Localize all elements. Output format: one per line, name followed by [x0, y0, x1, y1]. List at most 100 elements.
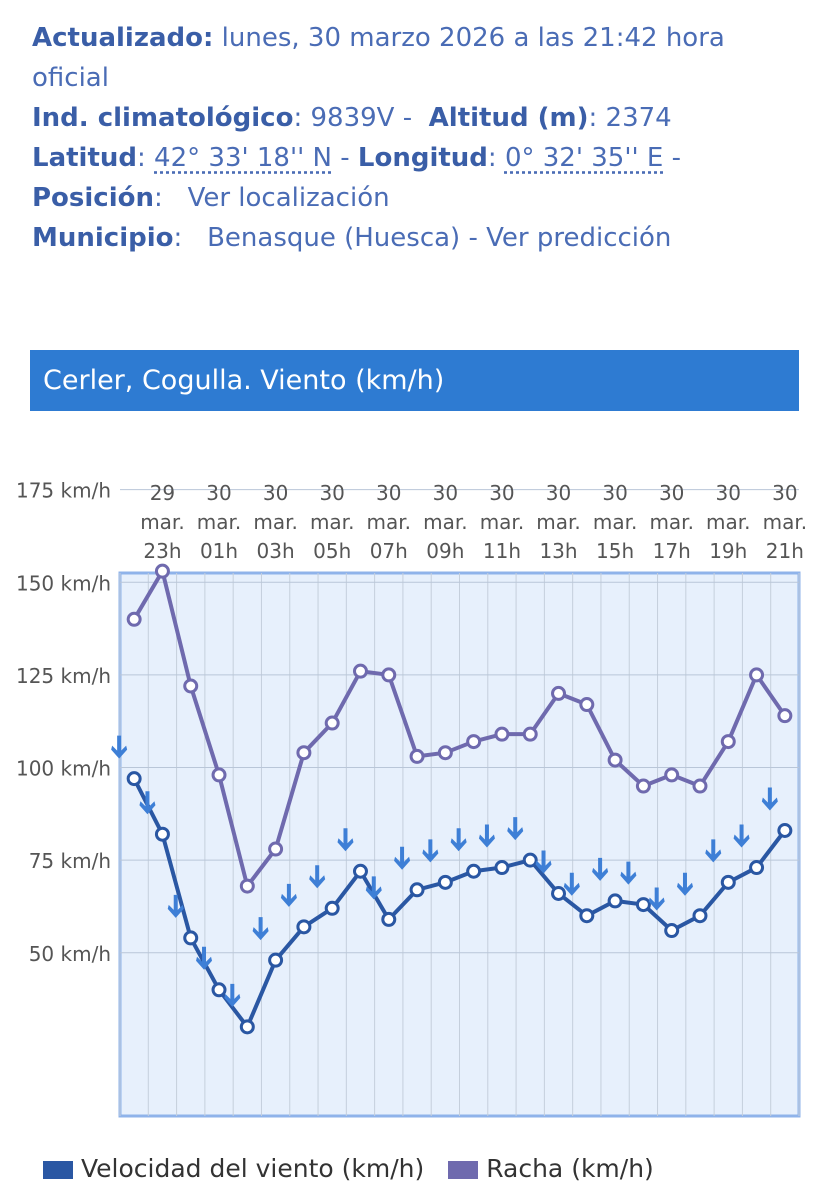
lat-value[interactable]: 42° 33' 18'' N: [154, 143, 332, 173]
speed-point: [777, 822, 793, 838]
x-tick-label: 17h: [653, 539, 691, 563]
x-tick-label: 30: [263, 481, 288, 505]
wind-direction-arrow: [733, 824, 750, 848]
speed-point: [211, 982, 227, 998]
x-tick-label: mar.: [310, 510, 354, 534]
speed-point: [126, 771, 142, 787]
legend-item-gust[interactable]: Racha (km/h): [448, 1154, 654, 1183]
updated-value: lunes, 30 marzo 2026 a las 21:42 hora: [221, 23, 725, 53]
wind-direction-arrow: [676, 872, 693, 896]
gust-point: [324, 715, 340, 731]
x-tick-label: 30: [319, 481, 344, 505]
pos-label: Posición: [32, 183, 155, 213]
updated-line: Actualizado: lunes, 30 marzo 2026 a las …: [32, 18, 812, 58]
x-tick-label: 01h: [200, 539, 238, 563]
x-tick-label: 30: [206, 481, 231, 505]
x-tick-label: 11h: [483, 539, 521, 563]
gust-point: [749, 667, 765, 683]
y-tick-label: 150 km/h: [16, 571, 111, 595]
coords-line: Latitud: 42° 33' 18'' N - Longitud: 0° 3…: [32, 143, 681, 173]
wind-direction-arrow: [394, 846, 411, 870]
speed-point: [522, 852, 538, 868]
mun-value: Benasque (Huesca): [207, 223, 461, 253]
x-tick-label: 15h: [596, 539, 634, 563]
legend-label-speed: Velocidad del viento (km/h): [81, 1154, 425, 1183]
x-tick-label: mar.: [140, 510, 184, 534]
gust-point: [437, 745, 453, 761]
y-tick-label: 125 km/h: [16, 664, 111, 688]
x-tick-label: mar.: [253, 510, 297, 534]
speed-point: [381, 911, 397, 927]
x-tick-label: 30: [376, 481, 401, 505]
speed-point: [692, 908, 708, 924]
gust-point: [183, 678, 199, 694]
x-tick-label: 09h: [426, 539, 464, 563]
wind-direction-arrow: [535, 850, 552, 874]
gust-point: [466, 734, 482, 750]
speed-point: [239, 1019, 255, 1035]
updated-value-cont: oficial: [32, 63, 109, 93]
speed-point: [494, 860, 510, 876]
y-tick-label: 50 km/h: [29, 942, 111, 966]
gust-point: [296, 745, 312, 761]
wind-direction-arrow: [167, 894, 184, 918]
x-tick-label: mar.: [197, 510, 241, 534]
wind-direction-arrow: [196, 946, 213, 970]
wind-direction-arrow: [620, 861, 637, 885]
x-tick-label: 03h: [257, 539, 295, 563]
alt-label: Altitud (m): [428, 103, 589, 133]
chart-legend: Velocidad del viento (km/h) Racha (km/h): [43, 1154, 670, 1183]
gust-point: [522, 726, 538, 742]
wind-direction-arrow: [280, 883, 297, 907]
x-tick-label: 30: [772, 481, 797, 505]
wind-direction-arrow: [224, 983, 241, 1007]
gust-point: [777, 708, 793, 724]
x-tick-label: 21h: [766, 539, 804, 563]
municipio-line: Municipio: Benasque (Huesca) - Ver predi…: [32, 223, 672, 253]
gust-point: [211, 767, 227, 783]
x-tick-label: mar.: [649, 510, 693, 534]
chart-title-banner: Cerler, Cogulla. Viento (km/h): [30, 350, 799, 411]
ind-value: 9839V: [310, 103, 395, 133]
speed-point: [720, 874, 736, 890]
speed-point: [466, 863, 482, 879]
updated-label: Actualizado:: [32, 23, 214, 53]
gust-point: [494, 726, 510, 742]
x-tick-label: mar.: [423, 510, 467, 534]
x-tick-label: mar.: [706, 510, 750, 534]
wind-direction-arrow: [648, 887, 665, 911]
legend-label-gust: Racha (km/h): [486, 1154, 654, 1183]
gust-point: [720, 734, 736, 750]
legend-swatch-speed: [43, 1161, 73, 1179]
mun-link[interactable]: Ver predicción: [486, 223, 672, 253]
updated-line-cont: oficial: [32, 58, 812, 98]
mun-label: Municipio: [32, 223, 174, 253]
lat-label: Latitud: [32, 143, 138, 173]
gust-point: [607, 752, 623, 768]
legend-swatch-gust: [448, 1161, 479, 1179]
x-tick-label: 30: [433, 481, 458, 505]
gust-point: [551, 685, 567, 701]
speed-point: [296, 919, 312, 935]
wind-direction-arrow: [507, 817, 524, 841]
gust-point: [239, 878, 255, 894]
wind-direction-arrow: [139, 791, 156, 815]
wind-direction-arrow: [252, 917, 269, 941]
lon-value[interactable]: 0° 32' 35'' E: [504, 143, 664, 173]
speed-point: [324, 900, 340, 916]
speed-point: [635, 897, 651, 913]
speed-point: [268, 952, 284, 968]
legend-item-speed[interactable]: Velocidad del viento (km/h): [43, 1154, 424, 1183]
pos-link[interactable]: Ver localización: [187, 183, 390, 213]
gust-point: [126, 611, 142, 627]
x-tick-label: 19h: [709, 539, 747, 563]
wind-direction-arrow: [478, 824, 495, 848]
x-tick-label: 30: [716, 481, 741, 505]
wind-direction-arrow: [309, 865, 326, 889]
speed-point: [154, 826, 170, 842]
y-tick-label: 175 km/h: [16, 479, 111, 503]
wind-direction-arrow: [761, 787, 778, 811]
speed-point: [607, 893, 623, 909]
station-info: Actualizado: lunes, 30 marzo 2026 a las …: [32, 18, 812, 258]
x-tick-label: 23h: [143, 539, 181, 563]
